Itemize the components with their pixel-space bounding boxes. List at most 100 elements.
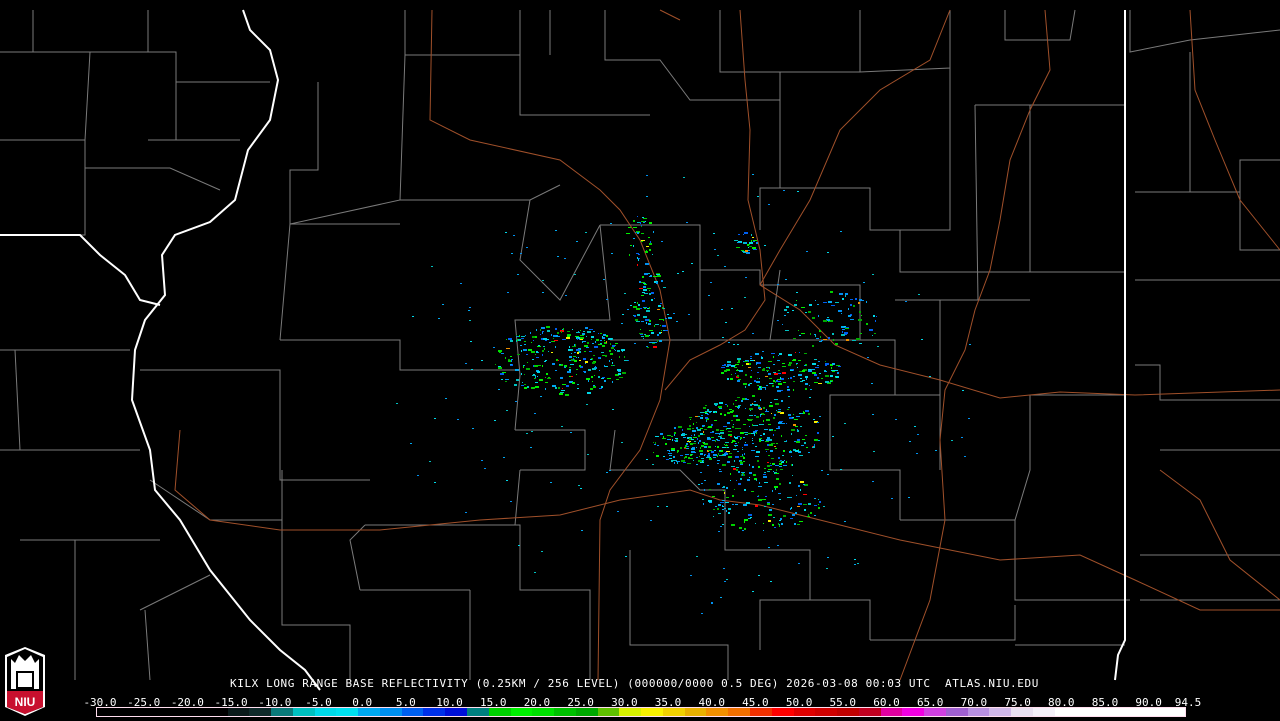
echo-pixel bbox=[468, 310, 470, 311]
echo-pixel bbox=[549, 342, 551, 343]
echo-pixel bbox=[707, 465, 709, 466]
echo-pixel bbox=[643, 289, 647, 291]
echo-pixel bbox=[542, 280, 544, 281]
echo-pixel bbox=[600, 358, 601, 359]
echo-pixel bbox=[689, 425, 691, 427]
echo-pixel bbox=[591, 336, 594, 338]
echo-pixel bbox=[872, 481, 874, 482]
echo-pixel bbox=[601, 378, 604, 379]
echo-pixel bbox=[818, 361, 820, 362]
echo-pixel bbox=[626, 233, 630, 234]
echo-pixel bbox=[757, 425, 758, 426]
echo-pixel bbox=[673, 313, 675, 314]
echo-pixel bbox=[665, 318, 667, 319]
echo-pixel bbox=[635, 319, 638, 321]
echo-pixel bbox=[720, 437, 722, 439]
echo-pixel bbox=[612, 409, 614, 410]
echo-pixel bbox=[588, 380, 589, 382]
echo-pixel bbox=[637, 232, 639, 234]
echo-pixel bbox=[681, 460, 684, 462]
echo-pixel bbox=[809, 304, 812, 306]
echo-pixel bbox=[555, 328, 557, 330]
echo-pixel bbox=[779, 520, 781, 521]
echo-pixel bbox=[823, 302, 827, 303]
echo-pixel bbox=[649, 319, 650, 320]
echo-pixel bbox=[755, 505, 758, 507]
highway bbox=[664, 9, 766, 391]
echo-pixel bbox=[780, 412, 784, 414]
echo-pixel bbox=[569, 381, 573, 383]
echo-pixel bbox=[918, 294, 920, 295]
echo-pixel bbox=[781, 400, 783, 402]
echo-pixel bbox=[696, 556, 698, 557]
echo-pixel bbox=[511, 359, 513, 360]
echo-pixel bbox=[831, 370, 835, 371]
echo-pixel bbox=[569, 346, 570, 348]
echo-pixel bbox=[514, 384, 517, 386]
echo-pixel bbox=[532, 359, 534, 360]
county-border bbox=[279, 54, 406, 341]
echo-pixel bbox=[667, 314, 669, 315]
echo-pixel bbox=[642, 276, 644, 278]
echo-pixel bbox=[742, 474, 743, 476]
echo-pixel bbox=[680, 447, 682, 449]
echo-pixel bbox=[577, 338, 578, 340]
color-step bbox=[140, 708, 163, 716]
echo-pixel bbox=[541, 551, 543, 552]
echo-pixel bbox=[772, 385, 774, 387]
echo-pixel bbox=[434, 418, 436, 419]
echo-pixel bbox=[743, 424, 746, 425]
echo-pixel bbox=[826, 568, 828, 569]
echo-pixel bbox=[750, 405, 752, 406]
echo-pixel bbox=[650, 520, 652, 521]
scale-label: 30.0 bbox=[611, 696, 638, 709]
echo-pixel bbox=[761, 357, 763, 359]
echo-pixel bbox=[543, 338, 547, 340]
echo-pixel bbox=[734, 489, 735, 490]
echo-pixel bbox=[812, 345, 814, 347]
echo-pixel bbox=[856, 338, 860, 340]
color-step bbox=[423, 708, 446, 716]
echo-pixel bbox=[551, 334, 552, 336]
county-border bbox=[281, 470, 351, 680]
echo-pixel bbox=[905, 301, 907, 302]
echo-pixel bbox=[537, 346, 541, 347]
echo-pixel bbox=[686, 443, 688, 445]
echo-pixel bbox=[788, 364, 791, 366]
echo-pixel bbox=[611, 253, 613, 254]
echo-pixel bbox=[917, 434, 919, 435]
highway bbox=[429, 9, 671, 681]
county-border bbox=[604, 10, 781, 101]
echo-pixel bbox=[872, 335, 873, 336]
echo-pixel bbox=[752, 333, 754, 334]
echo-pixel bbox=[804, 484, 808, 486]
echo-pixel bbox=[782, 363, 785, 364]
echo-pixel bbox=[545, 377, 546, 378]
echo-pixel bbox=[621, 442, 623, 443]
echo-pixel bbox=[696, 447, 697, 448]
echo-pixel bbox=[586, 347, 589, 348]
color-step bbox=[662, 708, 685, 716]
echo-pixel bbox=[523, 366, 524, 368]
echo-pixel bbox=[758, 388, 760, 390]
echo-pixel bbox=[866, 301, 867, 303]
echo-pixel bbox=[578, 485, 580, 486]
echo-pixel bbox=[652, 343, 655, 344]
echo-pixel bbox=[535, 386, 539, 388]
echo-pixel bbox=[640, 222, 641, 224]
echo-pixel bbox=[845, 293, 848, 295]
echo-pixel bbox=[771, 443, 775, 444]
echo-pixel bbox=[667, 450, 670, 451]
echo-pixel bbox=[717, 508, 719, 510]
product-title: KILX LONG RANGE BASE REFLECTIVITY (0.25K… bbox=[230, 677, 1039, 690]
echo-pixel bbox=[516, 340, 517, 342]
echo-pixel bbox=[850, 319, 854, 320]
echo-pixel bbox=[810, 333, 811, 335]
echo-pixel bbox=[819, 330, 821, 332]
echo-pixel bbox=[773, 364, 775, 365]
echo-pixel bbox=[685, 454, 689, 455]
echo-pixel bbox=[798, 449, 799, 450]
echo-pixel bbox=[743, 234, 744, 235]
echo-pixel bbox=[690, 575, 692, 576]
echo-pixel bbox=[738, 360, 740, 362]
